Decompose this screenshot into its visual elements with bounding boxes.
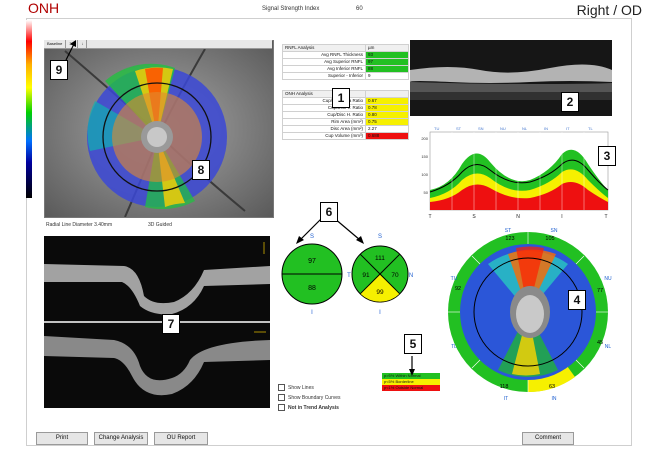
metric-value: 9 [365,72,409,80]
table-row: Superior - Inferior 9 [282,72,409,80]
sector-label: TU [451,276,458,282]
bscan-cup-profile [44,236,270,408]
tsnit-x-tick: I [561,214,562,220]
vertical-bscan-image[interactable] [44,236,270,408]
sector-value: 123 [505,236,514,242]
sector-label: TL [451,344,457,350]
annotation-marker-6: 6 [320,202,338,222]
signal-strength-value: 60 [356,6,363,12]
left-top-label: S [310,234,314,240]
change-analysis-button[interactable]: Change Analysis [94,432,148,445]
left-bottom-label: I [311,310,313,316]
tsnit-top-label: ST [456,126,462,131]
sector-label: NU [604,276,612,282]
table-row: Cup Volume (mm³) 0.688 [282,132,409,140]
tsnit-y-tick: 150 [421,154,428,159]
legend-outside: p<1% Outside Normal [382,385,440,391]
signal-strength-label: Signal Strength Index [262,6,320,12]
right-bottom-label: I [379,310,381,316]
sector-thickness-map: ST SN NU NL IN IT TL TU 123 105 77 45 63… [448,228,612,400]
tsnit-y-tick: 50 [424,190,429,195]
show-lines-option[interactable]: Show Lines [278,384,314,391]
show-lines-checkbox[interactable] [278,384,285,391]
guided-caption: 3D Guided [148,222,172,228]
comment-button[interactable]: Comment [522,432,574,445]
tsnit-x-tick: S [472,214,476,220]
fundus-image[interactable] [44,40,274,218]
tsnit-thickness-chart: TU ST SN NU NL IN IT TL 200 150 100 50 T… [421,126,609,220]
thickness-color-scale [26,20,32,198]
sector-label: NL [605,344,612,350]
tsnit-patient-curve [429,159,609,193]
not-in-trend-checkbox[interactable] [278,404,285,411]
legend-normal: p>5% Within Normal [382,373,440,379]
right-nasal-value: 70 [391,272,399,279]
show-boundary-option[interactable]: Show Boundary Curves [278,394,341,401]
annotation-marker-5: 5 [404,334,422,354]
eye-label: Right / OD [576,2,642,18]
tab-arrow[interactable]: ↓ [78,40,88,48]
arrow-6-left [299,217,323,241]
legend-borderline: p<5% Borderline [382,379,440,385]
annotation-marker-2: 2 [561,92,579,112]
ou-report-button[interactable]: OU Report [154,432,208,445]
sector-value: 118 [500,384,509,390]
sector-value: 92 [455,286,461,292]
tsnit-x-tick: N [516,214,520,220]
arrow-9 [65,43,75,61]
sector-label: IN [552,396,557,400]
annotation-marker-7: 7 [162,314,180,334]
sector-value: 105 [545,236,554,242]
tsnit-y-tick: 100 [421,172,428,177]
tsnit-top-label: IT [566,126,570,131]
left-superior-value: 97 [308,258,316,265]
tsnit-top-label: NU [500,126,506,131]
arrow-6-right [333,217,361,241]
sector-label: SN [551,228,558,234]
tsnit-y-tick: 200 [421,136,428,141]
show-boundary-label: Show Boundary Curves [288,394,341,401]
show-lines-label: Show Lines [288,384,314,391]
tsnit-top-label: TU [434,126,439,131]
show-boundary-checkbox[interactable] [278,394,285,401]
not-in-trend-label: Not in Trend Analysis [288,404,339,411]
not-in-trend-option[interactable]: Not in Trend Analysis [278,404,339,411]
hemisphere-charts: S 97 88 I S 111 91 70 99 T N I [281,234,413,316]
right-left-label: T [347,273,351,279]
left-inferior-value: 88 [308,285,316,292]
sector-label: IT [504,396,508,400]
fundus-overlay [45,41,273,217]
radial-diameter-caption: Radial Line Diameter 3.40mm [46,222,113,228]
right-inferior-value: 99 [376,289,384,296]
right-top-label: S [378,234,382,240]
significance-legend: p>5% Within Normal p<5% Borderline p<1% … [382,373,440,391]
annotation-marker-8: 8 [192,160,210,180]
right-superior-value: 111 [375,255,385,262]
tsnit-top-label: IN [544,126,548,131]
rnfl-analysis-table: RNFL Analysis µm Avg RNFL Thickness 93 Av… [282,44,409,80]
print-button[interactable]: Print [36,432,88,445]
annotation-marker-1: 1 [332,88,350,108]
sector-value: 45 [597,340,603,346]
tab-baseline[interactable]: Baseline [44,40,67,48]
right-right-label: N [409,273,413,279]
annotation-marker-9: 9 [50,60,68,80]
sector-value: 77 [597,288,603,294]
annotation-marker-3: 3 [598,146,616,166]
right-temporal-value: 91 [362,272,370,279]
module-title: ONH [28,0,60,16]
tsnit-outside-band [430,182,608,210]
tsnit-top-label: NL [522,126,528,131]
tsnit-x-tick: T [604,214,607,220]
sector-label: ST [505,228,511,234]
tsnit-top-label: SN [478,126,484,131]
metric-value: 0.688 [365,132,409,140]
annotation-marker-4: 4 [568,290,586,310]
tsnit-x-tick: T [428,214,431,220]
tsnit-top-label: TL [588,126,593,131]
sector-value: 63 [549,384,555,390]
inferior-quadrant [359,273,401,303]
tsnit-sector-labels: TU ST SN NU NL IN IT TL [434,126,593,131]
